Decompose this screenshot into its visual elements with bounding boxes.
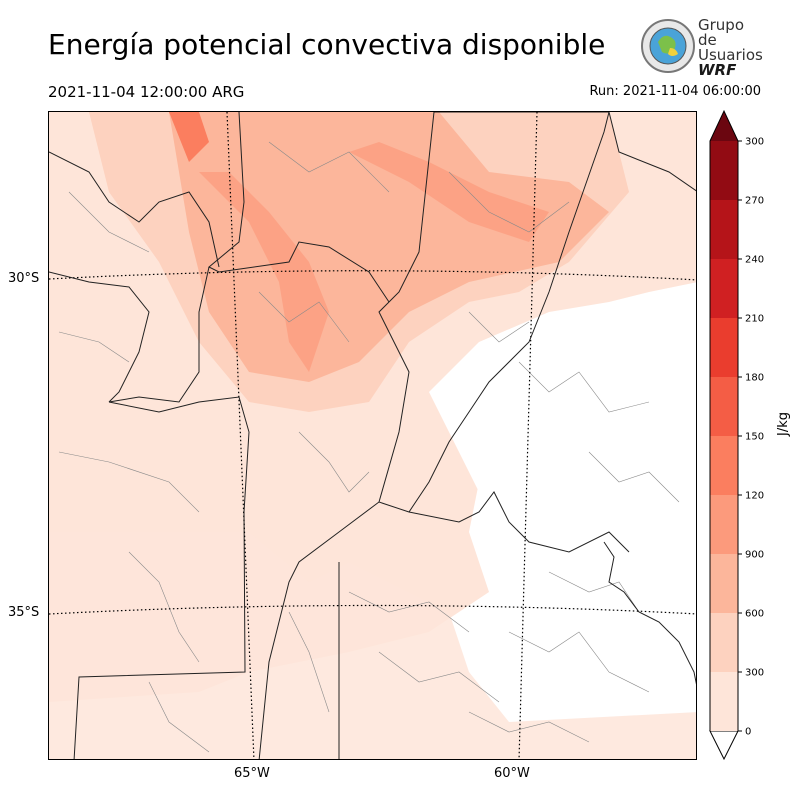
lon-label-60w: 60°W — [494, 766, 530, 781]
cape-map-canvas — [49, 112, 696, 759]
colorbar-tick-label: 2700 — [745, 196, 764, 207]
colorbar-band — [710, 436, 738, 495]
colorbar-tick-label: 0 — [745, 727, 751, 738]
run-time: Run: 2021-11-04 06:00:00 — [589, 84, 761, 99]
colorbar-unit: J/kg — [776, 412, 791, 436]
colorbar-under-triangle — [709, 730, 739, 761]
lon-label-65w: 65°W — [234, 766, 270, 781]
colorbar-band — [710, 554, 738, 613]
colorbar-ticks: 0 300 600 900 1200 1500 1800 2100 2400 2700 3000 — [738, 137, 764, 738]
colorbar-tick-label: 300 — [745, 668, 764, 679]
cape-map — [48, 111, 697, 760]
colorbar-band — [710, 672, 738, 731]
colorbar-over-triangle — [710, 111, 738, 141]
map-title: Energía potencial convectiva disponible — [48, 28, 606, 61]
colorbar-band — [710, 259, 738, 318]
coastline — [603, 541, 696, 685]
colorbar-tick-label: 3000 — [745, 137, 764, 148]
logo-line-2: Usuarios — [698, 46, 763, 64]
department-borders — [58, 141, 680, 753]
colorbar-tick-label: 1800 — [745, 373, 764, 384]
colorbar-tick-label: 900 — [745, 550, 764, 561]
globe-seal-icon — [641, 19, 695, 73]
colorbar: 0 300 600 900 1200 1500 1800 2100 2400 2700 3000 — [709, 109, 764, 761]
colorbar-band — [710, 318, 738, 377]
colorbar-band — [710, 200, 738, 259]
colorbar-band — [710, 613, 738, 672]
cape-fill — [49, 112, 696, 759]
graticule — [49, 112, 696, 759]
wrf-group-logo: Grupo de Usuarios WRF — [640, 18, 763, 78]
colorbar-tick-label: 2100 — [745, 314, 764, 325]
valid-time: 2021-11-04 12:00:00 ARG — [48, 83, 245, 101]
colorbar-bands — [709, 109, 739, 761]
colorbar-band — [710, 495, 738, 554]
colorbar-tick-label: 600 — [745, 609, 764, 620]
colorbar-tick-label: 2400 — [745, 255, 764, 266]
colorbar-tick-label: 1500 — [745, 432, 764, 443]
lat-label-35s: 35°S — [8, 605, 40, 620]
colorbar-band — [710, 141, 738, 200]
colorbar-band — [710, 377, 738, 436]
lat-label-30s: 30°S — [8, 271, 40, 286]
colorbar-outline — [709, 109, 739, 731]
logo-text: Grupo de Usuarios WRF — [698, 18, 763, 78]
colorbar-tick-label: 1200 — [745, 491, 764, 502]
logo-line-3: WRF — [698, 61, 737, 79]
province-borders — [49, 112, 696, 759]
logo-line-1: Grupo de — [698, 16, 744, 49]
